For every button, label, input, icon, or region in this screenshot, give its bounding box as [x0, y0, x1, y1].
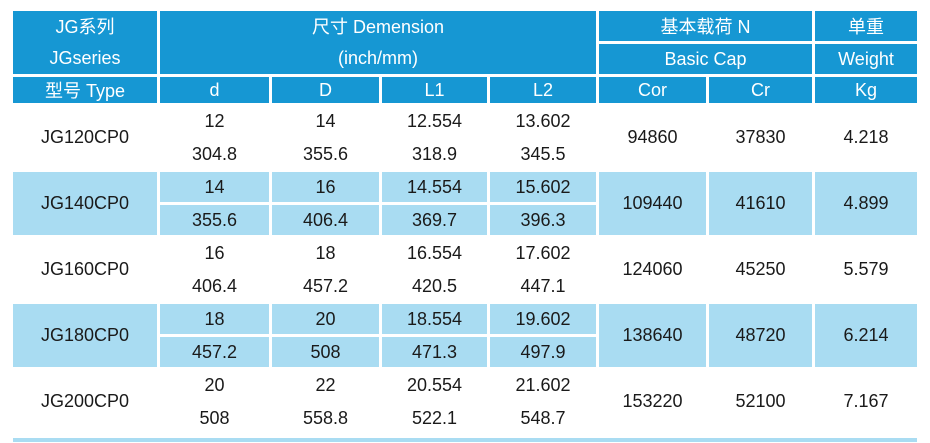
- cell-cor: 109440: [599, 172, 706, 235]
- cell-L1-inch: 20.554: [406, 374, 463, 395]
- cell-L2-mm: 447.1: [520, 275, 566, 296]
- col-header-kg: Kg: [815, 77, 917, 103]
- col-header-d: d: [160, 77, 269, 103]
- cell-L1-inch: 16.554: [406, 242, 463, 263]
- series-header-cell: JG系列 JGseries: [13, 11, 157, 74]
- cell-d-mm: 406.4: [191, 275, 238, 296]
- col-header-L1: L1: [382, 77, 487, 103]
- cell-type: JG180CP0: [13, 304, 157, 367]
- dimension-title: 尺寸 Demension: [311, 16, 445, 37]
- cell-cr: 48720: [709, 304, 812, 367]
- series-label-en: JGseries: [49, 47, 121, 68]
- table-row-mm: 355.6 406.4 369.7 396.3: [13, 205, 917, 235]
- next-row-clipped-strip: [13, 438, 917, 442]
- cell-cor: 124060: [622, 259, 683, 279]
- cell-cr: 41610: [709, 172, 812, 235]
- cell-kg: 4.218: [843, 127, 889, 147]
- cell-d-inch: 18: [160, 304, 269, 334]
- col-header-type: 型号 Type: [13, 77, 157, 103]
- cell-d-mm: 355.6: [160, 205, 269, 235]
- col-header-cor: Cor: [599, 77, 706, 103]
- cell-D-inch: 22: [315, 374, 336, 395]
- cell-kg: 6.214: [815, 304, 917, 367]
- table-row: JG200CP0 20 22 20.554 21.602 153220 5210…: [13, 370, 917, 412]
- cell-L2-mm: 396.3: [490, 205, 596, 235]
- header-group-row: JG系列 JGseries 尺寸 Demension (inch/mm) 基本载…: [13, 11, 917, 74]
- cell-d-inch: 20: [204, 374, 225, 395]
- cell-D-mm: 406.4: [272, 205, 379, 235]
- cell-D-inch: 14: [315, 110, 336, 131]
- cell-L2-inch: 13.602: [515, 110, 571, 131]
- cell-L1-mm: 369.7: [382, 205, 487, 235]
- cell-L2-mm: 548.7: [520, 407, 566, 428]
- cell-D-mm: 508: [272, 337, 379, 367]
- cell-D-inch: 20: [272, 304, 379, 334]
- table-row: JG140CP0 14 16 14.554 15.602 109440 4161…: [13, 172, 917, 235]
- cell-D-mm: 457.2: [302, 275, 349, 296]
- basic-cap-cn-cell: 基本载荷 N: [599, 11, 812, 41]
- cell-type: JG140CP0: [13, 172, 157, 235]
- dimension-header-cell: 尺寸 Demension (inch/mm): [160, 11, 596, 74]
- cell-d-mm: 457.2: [160, 337, 269, 367]
- cell-cr: 45250: [735, 259, 786, 279]
- cell-L1-inch: 12.554: [406, 110, 463, 131]
- cell-L1-mm: 318.9: [411, 143, 458, 164]
- cell-D-inch: 16: [272, 172, 379, 202]
- cell-L2-mm: 345.5: [520, 143, 566, 164]
- cell-D-mm: 355.6: [302, 143, 349, 164]
- cell-L1-inch: 14.554: [382, 172, 487, 202]
- table-row: JG180CP0 18 20 18.554 19.602 138640 4872…: [13, 304, 917, 367]
- cell-L2-inch: 15.602: [490, 172, 596, 202]
- cell-d-inch: 12: [204, 110, 225, 131]
- table-row-mm: 508 558.8 522.1 548.7: [13, 403, 917, 433]
- table-row-mm: 406.4 457.2 420.5 447.1: [13, 271, 917, 301]
- spec-table: JG系列 JGseries 尺寸 Demension (inch/mm) 基本载…: [10, 8, 920, 436]
- table-row: JG120CP0 12 14 12.554 13.602 94860 37830…: [13, 106, 917, 148]
- cell-L2-inch: 19.602: [490, 304, 596, 334]
- column-header-row: 型号 Type d D L1 L2 Cor Cr Kg: [13, 77, 917, 103]
- cell-D-mm: 558.8: [302, 407, 349, 428]
- cell-L1-inch: 18.554: [382, 304, 487, 334]
- table-row-mm: 457.2 508 471.3 497.9: [13, 337, 917, 367]
- cell-d-inch: 16: [204, 242, 225, 263]
- table-row: JG160CP0 16 18 16.554 17.602 124060 4525…: [13, 238, 917, 280]
- cell-D-inch: 18: [315, 242, 336, 263]
- cell-cr: 52100: [735, 391, 786, 411]
- cell-type: JG160CP0: [40, 259, 130, 279]
- cell-cr: 37830: [735, 127, 786, 147]
- cell-L2-inch: 17.602: [515, 242, 571, 263]
- cell-L1-mm: 471.3: [382, 337, 487, 367]
- header-group-row2: Basic Cap Weight: [13, 44, 917, 74]
- cell-kg: 4.899: [815, 172, 917, 235]
- dimension-unit: (inch/mm): [338, 47, 418, 68]
- cell-kg: 5.579: [843, 259, 889, 279]
- cell-L2-mm: 497.9: [490, 337, 596, 367]
- cell-cor: 94860: [627, 127, 678, 147]
- cell-d-mm: 508: [199, 407, 230, 428]
- cell-type: JG200CP0: [40, 391, 130, 411]
- col-header-D: D: [272, 77, 379, 103]
- col-header-L2: L2: [490, 77, 596, 103]
- cell-d-inch: 14: [160, 172, 269, 202]
- cell-d-mm: 304.8: [191, 143, 238, 164]
- cell-type: JG120CP0: [40, 127, 130, 147]
- series-label-cn: JG系列: [55, 16, 115, 37]
- cell-L1-mm: 522.1: [411, 407, 458, 428]
- table-row-mm: 304.8 355.6 318.9 345.5: [13, 139, 917, 169]
- cell-L1-mm: 420.5: [411, 275, 458, 296]
- cell-cor: 138640: [599, 304, 706, 367]
- cell-kg: 7.167: [843, 391, 889, 411]
- basic-cap-en-cell: Basic Cap: [599, 44, 812, 74]
- col-header-cr: Cr: [709, 77, 812, 103]
- cell-L2-inch: 21.602: [515, 374, 571, 395]
- weight-en-cell: Weight: [815, 44, 917, 74]
- weight-cn-cell: 单重: [815, 11, 917, 41]
- cell-cor: 153220: [622, 391, 683, 411]
